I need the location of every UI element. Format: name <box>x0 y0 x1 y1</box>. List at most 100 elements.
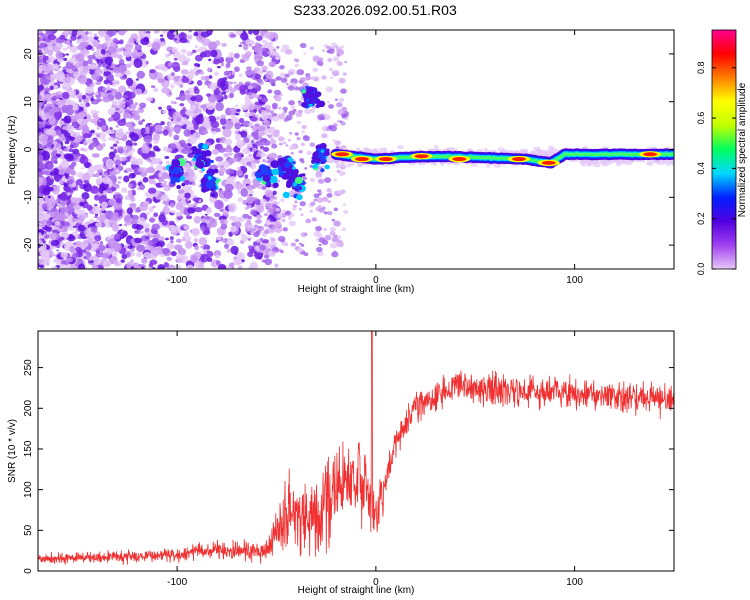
snr-frame <box>37 330 675 572</box>
spectrogram-speckle <box>300 232 307 238</box>
spectrogram-speckle <box>38 101 44 106</box>
spectrogram-speckle <box>218 189 225 195</box>
spectrogram-speckle <box>323 228 327 231</box>
spectrogram-blob <box>202 143 209 150</box>
spectrogram-speckle <box>70 35 77 41</box>
spectrogram-speckle <box>188 30 193 33</box>
spectrogram-speckle <box>115 197 122 204</box>
spectrogram-speckle <box>77 224 86 232</box>
snr-ytick-label: 50 <box>23 524 34 536</box>
spectrogram-speckle <box>250 209 257 216</box>
spectrogram-speckle <box>198 237 208 246</box>
spectrogram-speckle <box>272 105 278 110</box>
spectrogram-speckle <box>336 53 340 57</box>
spectrogram-speckle <box>100 254 104 257</box>
spectrogram-speckle <box>245 155 255 162</box>
snr-xlabel: Height of straight line (km) <box>298 585 415 596</box>
spectrogram-halo <box>483 147 488 152</box>
spectrogram-speckle <box>131 110 139 115</box>
spectrogram-speckle <box>109 127 113 131</box>
spectrogram-speckle <box>223 152 230 158</box>
spectrogram-blob <box>213 168 219 174</box>
spectrogram-speckle <box>273 220 281 227</box>
spectrogram-speckle <box>321 75 327 80</box>
spectrogram-speckle <box>336 120 340 123</box>
spectrogram-speckle <box>112 66 122 74</box>
spectrogram-speckle <box>179 120 184 127</box>
spectrogram-speckle <box>69 45 79 54</box>
spectrogram-speckle <box>89 31 93 36</box>
spectrogram-speckle <box>136 244 146 252</box>
spectrogram-speckle <box>232 81 237 84</box>
spectrogram-speckle <box>101 138 107 142</box>
spectrogram-speckle <box>160 121 165 126</box>
spectrogram-speckle <box>60 192 69 201</box>
spectrogram-speckle <box>227 55 232 59</box>
spectrogram-speckle <box>64 221 70 227</box>
spectrogram-speckle <box>169 240 174 244</box>
spectrogram-speckle <box>191 105 196 110</box>
spectrogram-speckle <box>242 199 248 205</box>
spectrogram-speckle <box>264 212 269 217</box>
spectrogram-speckle <box>185 90 190 94</box>
spectrogram-speckle <box>187 207 196 214</box>
spectrogram-speckle <box>107 73 114 81</box>
spectrogram-speckle <box>316 60 324 66</box>
spectrogram-speckle <box>82 125 90 133</box>
colorbar-label: Normalized spectral amplitude <box>737 82 748 217</box>
spectrogram-speckle <box>215 127 221 133</box>
spectrogram-speckle <box>85 138 94 144</box>
colorbar-tick-label: 0.6 <box>696 112 706 125</box>
spectrogram-speckle <box>111 223 120 232</box>
spectrogram-speckle <box>57 94 63 99</box>
spectrogram-speckle <box>51 208 58 212</box>
spectrogram-speckle <box>51 185 61 195</box>
spectrogram-speckle <box>282 106 288 111</box>
spectrogram-speckle <box>235 104 239 108</box>
spectrogram-speckle <box>333 234 338 238</box>
spectrogram-speckle <box>240 187 248 197</box>
spectrogram-speckle <box>277 235 286 242</box>
spectrogram-speckle <box>248 43 253 47</box>
spectrogram-speckle <box>317 193 322 196</box>
spectrogram-speckle <box>247 245 253 250</box>
spectrogram-speckle <box>110 64 115 67</box>
spectrogram-speckle <box>194 108 202 114</box>
spectrogram-blob <box>217 178 221 183</box>
spectrogram-speckle <box>220 223 228 230</box>
spectrogram-speckle <box>272 115 280 122</box>
spectrogram-speckle <box>161 194 169 202</box>
spectrogram-speckle <box>113 201 123 211</box>
spectrogram-speckle <box>262 120 267 124</box>
spectrogram-speckle <box>97 169 104 174</box>
spectrogram-speckle <box>332 56 340 62</box>
spectrogram-speckle <box>299 201 306 207</box>
spectrogram-speckle <box>135 78 140 81</box>
spectrogram-speckle <box>301 130 306 134</box>
spectrogram-speckle <box>98 172 103 176</box>
spectrogram-speckle <box>294 63 300 68</box>
spectrogram-speckle <box>206 67 212 73</box>
spectrogram-halo <box>355 147 361 153</box>
spectrogram-speckle <box>55 43 64 48</box>
spectrogram-speckle <box>327 58 333 63</box>
spectrogram-speckle <box>254 104 262 110</box>
spectrogram-speckle <box>225 56 234 64</box>
spectrogram-speckle <box>155 157 162 165</box>
spectrogram-speckle <box>215 156 224 162</box>
spectrogram-speckle <box>136 70 146 79</box>
spectrogram-blob <box>172 167 181 175</box>
spectrogram-speckle <box>96 98 102 103</box>
spectrogram-speckle <box>333 178 337 182</box>
spectrogram-halo <box>662 160 667 164</box>
spectrogram-speckle <box>145 60 149 65</box>
spectrogram-speckle <box>200 75 206 81</box>
spectrogram-speckle <box>129 59 135 66</box>
spectrogram-speckle <box>161 66 169 72</box>
spectrogram-speckle <box>203 251 208 255</box>
spectrogram-speckle <box>180 48 187 54</box>
spectrogram-speckle <box>126 207 133 215</box>
spectrogram-halo <box>604 161 613 166</box>
spectrogram-speckle <box>219 117 227 126</box>
spectrogram-speckle <box>92 173 97 178</box>
